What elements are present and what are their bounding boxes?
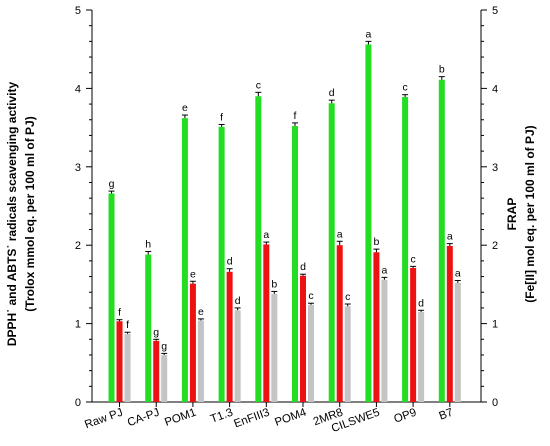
bar: [402, 97, 409, 403]
significance-letter: b: [373, 236, 379, 248]
x-tick-label: OP9: [392, 407, 418, 426]
significance-letter: d: [227, 256, 233, 268]
bar-group: a b a: [365, 28, 387, 402]
bar: [108, 193, 115, 402]
x-tick-label: B7: [437, 407, 454, 423]
x-tick-label: EnFIII3: [232, 407, 271, 431]
bar-group: g ff: [108, 178, 131, 402]
bar: [446, 245, 453, 402]
significance-letter: a: [381, 264, 387, 276]
bar: [418, 311, 425, 402]
bar: [381, 279, 388, 402]
y-left-tick-label: 5: [75, 5, 81, 17]
significance-letter: e: [198, 306, 204, 318]
bar: [161, 354, 168, 402]
significance-letter: e: [182, 102, 188, 114]
x-tick-label: Raw PJ: [83, 407, 124, 432]
significance-letter: b: [439, 64, 445, 76]
significance-letter: g: [109, 178, 115, 190]
y-right-title-line2: (Fe[II] mol eq. per 100 ml of PJ): [523, 125, 537, 302]
bar-group: c a b: [255, 79, 278, 403]
bar: [308, 304, 315, 402]
significance-letter: d: [329, 87, 335, 99]
y-left-tick-label: 3: [75, 162, 81, 174]
significance-letter: c: [308, 290, 313, 302]
significance-letter: d: [418, 297, 424, 309]
y-left-tick-label: 1: [75, 319, 81, 331]
y-right-tick-label: 2: [492, 240, 498, 252]
significance-letter: a: [455, 267, 461, 279]
significance-letter: a: [365, 28, 371, 40]
bar-group: c c d: [402, 82, 425, 403]
bar-group: b a a: [438, 64, 461, 402]
bar: [300, 275, 307, 402]
y-left-tick-label: 4: [75, 83, 81, 95]
bar-group: d a c: [328, 87, 351, 403]
y-right-tick-label: 4: [492, 83, 498, 95]
significance-letter: a: [447, 231, 453, 243]
bar: [344, 306, 351, 402]
bar: [189, 283, 196, 402]
bar: [234, 310, 241, 402]
significance-letter: f: [220, 111, 223, 123]
bar: [226, 271, 233, 402]
bar: [438, 79, 445, 402]
y-right-tick-label: 0: [492, 397, 498, 409]
axis-labels: DPPH˙ and ABTS˙ radicals scavenging acti…: [5, 82, 537, 347]
bar: [116, 321, 123, 402]
y-right-title-line1: FRAP: [505, 198, 519, 231]
x-tick-label: CA-PJ: [126, 407, 161, 430]
bar-group: f d c: [292, 110, 315, 403]
significance-letter: e: [190, 268, 196, 280]
bar: [336, 245, 343, 402]
y-left-tick-label: 0: [75, 397, 81, 409]
bar: [218, 126, 225, 402]
bar: [373, 252, 380, 402]
significance-letter: c: [402, 82, 407, 94]
significance-letter: a: [337, 228, 343, 240]
significance-letter: b: [271, 278, 277, 290]
bar-group: e e e: [181, 102, 204, 402]
bar: [454, 282, 461, 402]
significance-letter: g: [161, 340, 167, 352]
y-right-tick-label: 5: [492, 5, 498, 17]
significance-letter: h: [145, 238, 151, 250]
bar: [365, 44, 372, 402]
significance-letter: f: [294, 110, 297, 122]
y-right-tick-label: 3: [492, 162, 498, 174]
significance-letter: f: [126, 319, 129, 331]
significance-letter: d: [300, 261, 306, 273]
y-right-tick-label: 1: [492, 319, 498, 331]
bar: [153, 340, 160, 402]
y-left-title-line1: DPPH˙ and ABTS˙ radicals scavenging acti…: [5, 82, 19, 347]
significance-letter: a: [263, 229, 269, 241]
bar: [255, 96, 262, 403]
bar-group: f d d: [218, 111, 241, 402]
bar-group: h gg: [145, 238, 167, 402]
bar: [328, 103, 335, 403]
bar: [263, 244, 270, 402]
significance-letter: c: [410, 253, 415, 265]
bar: [410, 267, 417, 402]
significance-letter: g: [153, 326, 159, 338]
significance-letter: c: [345, 291, 350, 303]
bar: [271, 293, 278, 402]
significance-letter: d: [235, 295, 241, 307]
x-tick-label: POM1: [163, 407, 198, 429]
significance-letter: f: [118, 307, 121, 319]
y-left-tick-label: 2: [75, 240, 81, 252]
bar: [124, 333, 131, 402]
bar: [181, 118, 188, 402]
x-tick-label: POM4: [273, 406, 308, 429]
y-left-title-line2: (Trolox mmol eq. per 100 ml of PJ): [23, 116, 37, 311]
bar: [145, 254, 152, 402]
x-tick-label: T1.3: [209, 407, 235, 426]
significance-letter: c: [256, 79, 261, 91]
bar: [292, 126, 299, 403]
bar: [197, 320, 204, 402]
